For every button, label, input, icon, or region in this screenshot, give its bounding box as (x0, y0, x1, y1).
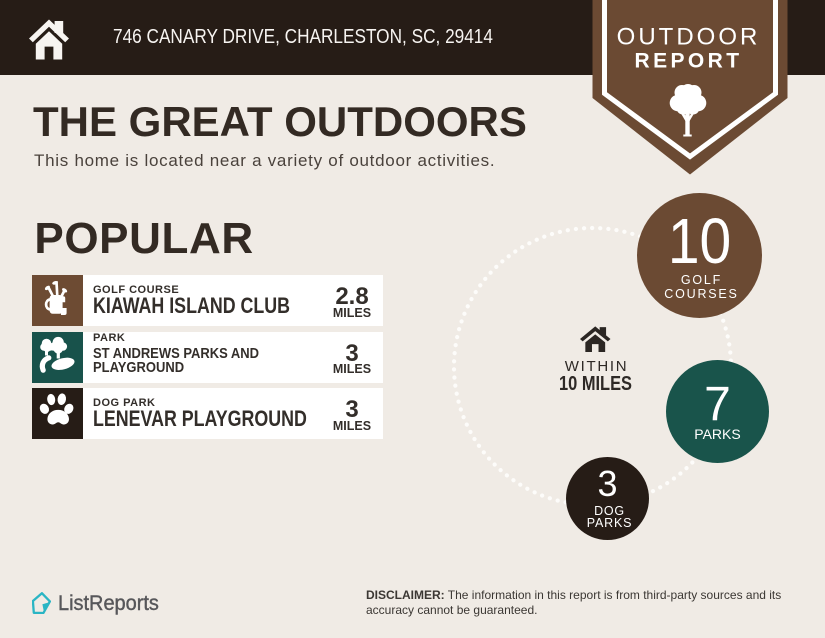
svg-text:REPORT: REPORT (635, 50, 743, 73)
svg-text:OUTDOOR: OUTDOOR (617, 24, 761, 51)
